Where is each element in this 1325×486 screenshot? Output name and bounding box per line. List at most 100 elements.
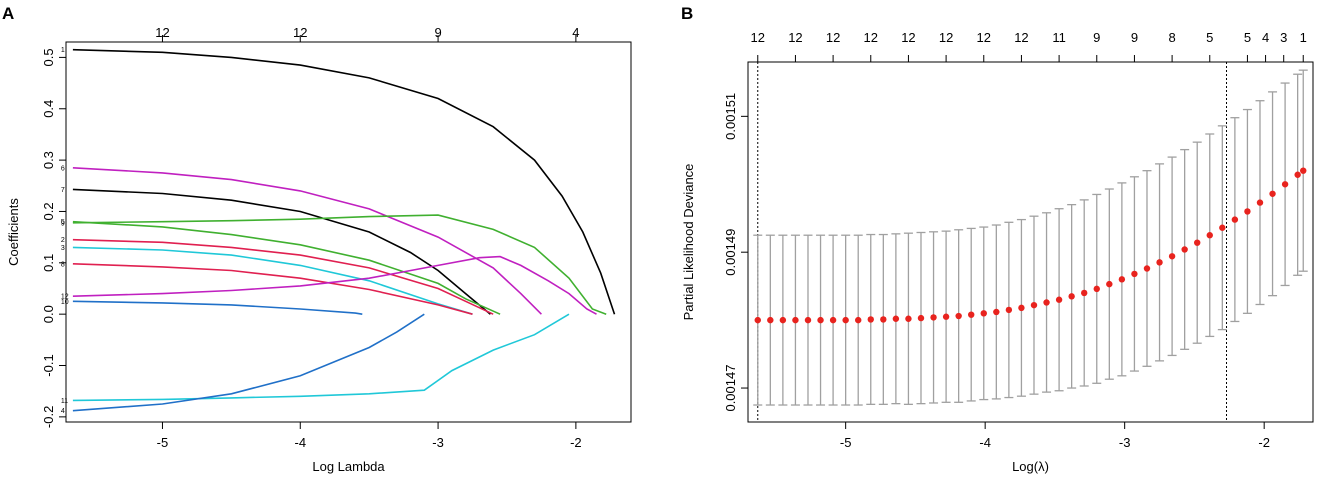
top-tick-label: 12 (751, 30, 765, 45)
top-tick-label: 4 (1262, 30, 1269, 45)
x-tick-label: -2 (570, 435, 582, 450)
x-tick-label: -4 (979, 435, 991, 450)
deviance-point (767, 316, 774, 324)
deviance-point (1156, 259, 1163, 266)
coef-path-11 (72, 313, 570, 402)
y-axis-title: Coefficients (6, 198, 21, 266)
deviance-point (1194, 239, 1201, 246)
coef-path-8 (72, 263, 473, 315)
deviance-point (880, 316, 887, 323)
plot-frame (65, 41, 632, 423)
x-tick-label: -2 (1258, 435, 1270, 450)
deviance-point (842, 316, 849, 324)
deviance-point (1219, 224, 1226, 231)
top-tick-label: 12 (1014, 30, 1028, 45)
deviance-point (1030, 301, 1038, 309)
coef-path-6 (72, 167, 542, 315)
coef-path-7 (72, 188, 491, 315)
top-tick-label: 12 (977, 30, 991, 45)
deviance-point (855, 316, 862, 324)
coef-path-label: 6 (61, 165, 65, 172)
deviance-point (917, 314, 925, 322)
top-tick-label: 5 (1206, 30, 1213, 45)
panel-b: B -5 -4 -3 -2 0.00147 0.00149 0.00151 12 12 12 12 12… (681, 4, 1314, 474)
coef-path-9 (72, 214, 607, 315)
x-tick-label: -4 (294, 435, 306, 450)
deviance-point (804, 316, 812, 324)
deviance-point (1018, 304, 1025, 312)
coef-path-label: 12 (61, 294, 69, 301)
coef-path-3 (72, 246, 473, 315)
coef-path-label: 7 (61, 187, 65, 194)
y-tick-label: 0.00147 (723, 365, 738, 412)
deviance-point (1093, 285, 1100, 293)
deviance-point (930, 314, 937, 321)
deviance-point (892, 315, 900, 322)
deviance-point (1256, 199, 1264, 206)
panel-a: A-5 -4 -3 -2-0.2-0.10.00.10.20.30.40.512 12 9… (2, 4, 632, 474)
deviance-point (754, 316, 761, 324)
top-tick-label: 12 (788, 30, 802, 45)
top-tick-label: 8 (1168, 30, 1175, 45)
coef-path-label: 3 (61, 245, 65, 252)
top-tick-label: 12 (826, 30, 840, 45)
coef-path-1 (72, 48, 616, 315)
x-axis-title: Log(λ) (1012, 459, 1049, 474)
deviance-point (1168, 253, 1176, 260)
deviance-point (1043, 299, 1050, 306)
x-axis-title: Log Lambda (312, 459, 385, 474)
deviance-point (779, 316, 787, 324)
top-tick-label: 12 (939, 30, 953, 45)
deviance-point (1294, 171, 1301, 178)
deviance-point (1081, 289, 1088, 297)
coef-path-label: 1 (61, 47, 65, 54)
deviance-point (792, 316, 799, 324)
y-tick-label: -0.1 (41, 354, 56, 376)
x-tick-label: -3 (1119, 435, 1131, 450)
deviance-point (1055, 296, 1063, 303)
deviance-point (942, 313, 950, 320)
y-tick-label: 0.0 (41, 305, 56, 323)
coef-path-label: 8 (61, 261, 65, 268)
deviance-point (1244, 208, 1251, 215)
x-tick-label: -5 (840, 435, 852, 450)
x-tick-label: -5 (157, 435, 169, 450)
plot-frame (747, 61, 1314, 423)
y-tick-label: -0.2 (41, 406, 56, 428)
deviance-point (1118, 276, 1126, 283)
coef-path-label: 5 (61, 219, 65, 226)
coef-path-label: 2 (61, 237, 65, 244)
deviance-point (1281, 181, 1289, 188)
deviance-point (867, 316, 874, 323)
deviance-point (1231, 216, 1239, 223)
top-tick-label: 9 (1093, 30, 1100, 45)
coef-path-10 (72, 300, 363, 315)
y-tick-label: 0.3 (41, 151, 56, 169)
y-tick-label: 0.2 (41, 202, 56, 220)
deviance-point (1181, 246, 1188, 253)
coef-path-label: 10 (61, 299, 69, 306)
coef-path-12 (72, 255, 597, 315)
deviance-point (993, 308, 1000, 316)
top-tick-label: 12 (864, 30, 878, 45)
panel-label: B (681, 4, 693, 23)
coef-path-4 (72, 313, 425, 412)
top-tick-label: 4 (572, 25, 579, 40)
deviance-point (1131, 270, 1138, 278)
deviance-point (1106, 280, 1113, 288)
deviance-point (1269, 190, 1276, 197)
coef-path-label: 11 (61, 398, 68, 405)
deviance-point (829, 316, 837, 324)
top-tick-label: 11 (1052, 30, 1066, 45)
deviance-point (955, 312, 962, 320)
top-tick-label: 5 (1244, 30, 1251, 45)
panel-label: A (2, 4, 14, 23)
top-tick-label: 12 (293, 25, 307, 40)
deviance-point (905, 315, 912, 322)
y-tick-label: 0.5 (41, 48, 56, 66)
y-tick-label: 0.1 (41, 254, 56, 272)
top-tick-label: 9 (1131, 30, 1138, 45)
deviance-point (1005, 306, 1013, 314)
top-tick-label: 1 (1300, 30, 1307, 45)
